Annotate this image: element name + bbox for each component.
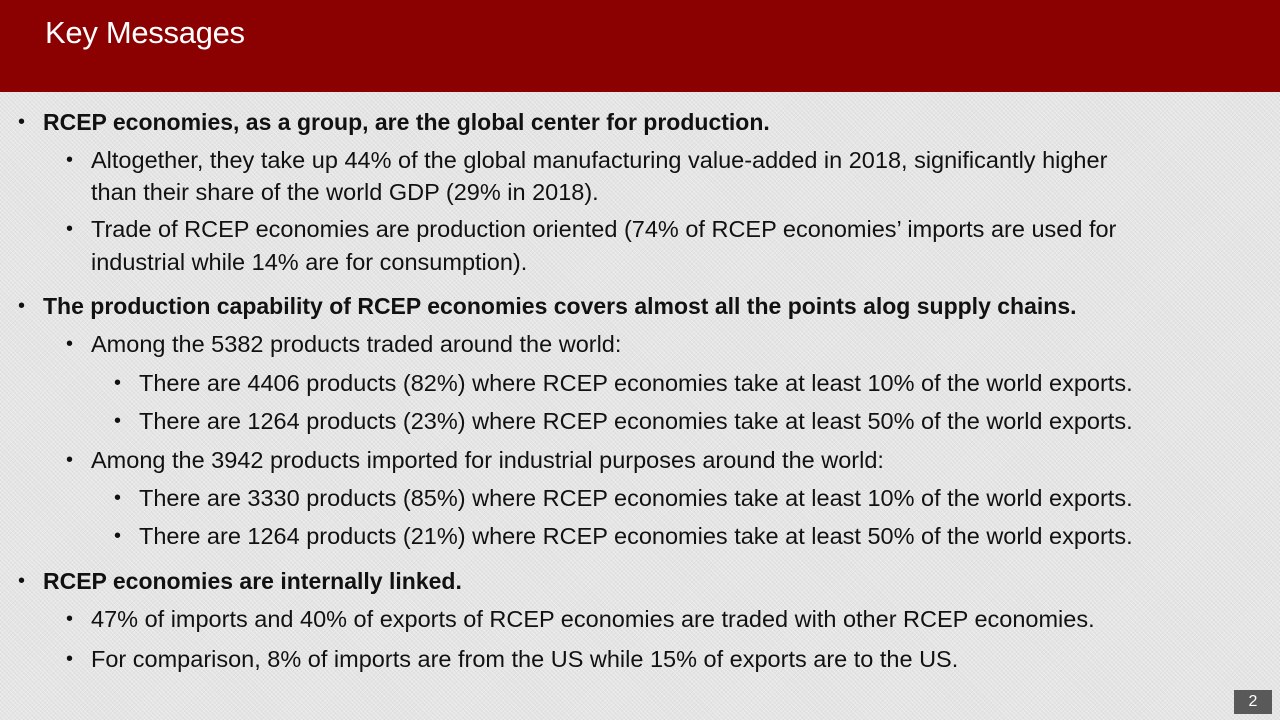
bullet-icon: • xyxy=(114,525,122,547)
point-heading: RCEP economies, as a group, are the glob… xyxy=(43,109,770,135)
sub-point-text: industrial while 14% are for consumption… xyxy=(91,249,528,275)
sub-point-text: For comparison, 8% of imports are from t… xyxy=(91,646,959,672)
bullet-icon: • xyxy=(66,608,74,630)
sub-point-text: Among the 3942 products imported for ind… xyxy=(91,447,884,473)
point-heading: RCEP economies are internally linked. xyxy=(43,568,462,594)
sub-point-text: 47% of imports and 40% of exports of RCE… xyxy=(91,606,1095,632)
sub-sub-point-text: There are 3330 products (85%) where RCEP… xyxy=(139,485,1133,511)
bullet-icon: • xyxy=(114,487,122,509)
title-bar: Key Messages xyxy=(0,0,1280,92)
slide-title: Key Messages xyxy=(45,15,245,50)
sub-sub-point-text: There are 1264 products (23%) where RCEP… xyxy=(139,408,1133,434)
bullet-icon: • xyxy=(66,648,74,670)
bullet-icon: • xyxy=(18,570,26,592)
bullet-icon: • xyxy=(66,218,74,240)
sub-sub-point-text: There are 4406 products (82%) where RCEP… xyxy=(139,370,1133,396)
bullet-icon: • xyxy=(18,111,26,133)
page-number: 2 xyxy=(1234,690,1272,714)
sub-point-text: Among the 5382 products traded around th… xyxy=(91,331,622,357)
bullet-icon: • xyxy=(114,372,122,394)
sub-point-text: Trade of RCEP economies are production o… xyxy=(91,216,1117,242)
bullet-icon: • xyxy=(114,410,122,432)
bullet-icon: • xyxy=(18,295,26,317)
sub-point-text: Altogether, they take up 44% of the glob… xyxy=(91,147,1108,173)
bullet-icon: • xyxy=(66,449,74,471)
sub-sub-point-text: There are 1264 products (21%) where RCEP… xyxy=(139,523,1133,549)
bullet-icon: • xyxy=(66,149,74,171)
sub-point-text: than their share of the world GDP (29% i… xyxy=(91,179,599,205)
point-heading: The production capability of RCEP econom… xyxy=(43,293,1077,319)
bullet-icon: • xyxy=(66,333,74,355)
